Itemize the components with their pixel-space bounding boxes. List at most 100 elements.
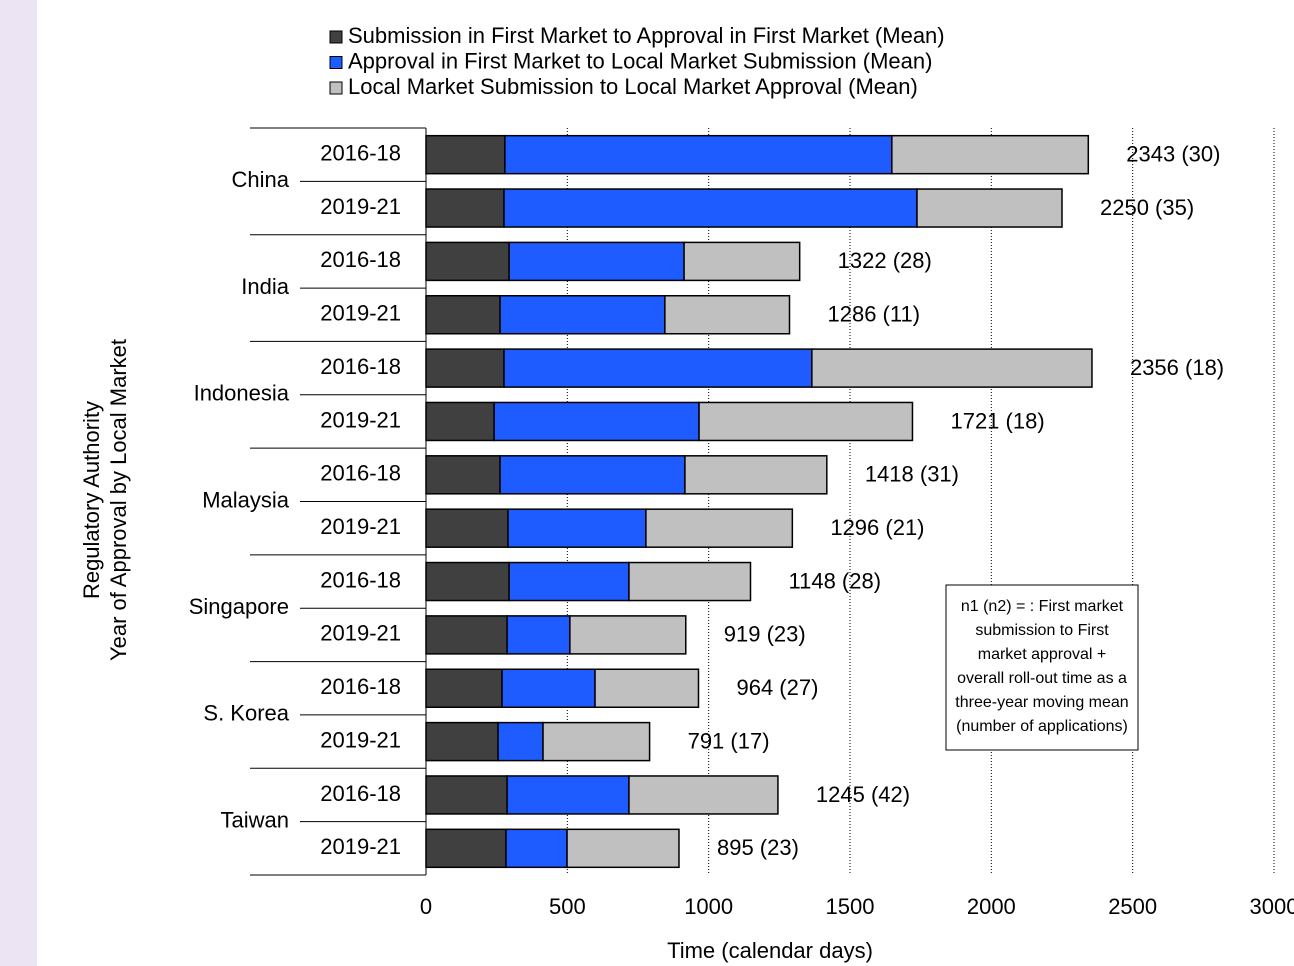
bar-segment [891, 134, 1090, 175]
group-label: India [241, 274, 289, 299]
note-text: (number of applications) [956, 718, 1128, 735]
bar-segment [425, 188, 505, 228]
bar-segment [505, 828, 568, 869]
bar-label: 895 (23) [717, 835, 799, 860]
bar-segment [425, 668, 503, 708]
bar-segment [508, 561, 630, 602]
y-tick-label: 2016-18 [320, 247, 401, 272]
x-axis-label: Time (calendar days) [667, 938, 873, 963]
y-tick-label: 2019-21 [320, 621, 401, 646]
y-tick-label: 2016-18 [320, 567, 401, 592]
y-tick-label: 2019-21 [320, 514, 401, 539]
bar-label: 1148 (28) [789, 568, 882, 593]
x-tick-label: 2000 [967, 894, 1016, 919]
y-tick-label: 2016-18 [320, 354, 401, 379]
bar-segment [628, 561, 752, 602]
bar-segment [683, 241, 801, 282]
bar-segment [425, 721, 499, 762]
y-axis-label: Year of Approval by Local Market [106, 339, 131, 661]
y-tick-label: 2019-21 [320, 407, 401, 432]
note-text: overall roll-out time as a [957, 670, 1127, 687]
group-label: Taiwan [221, 807, 289, 832]
y-tick-label: 2016-18 [320, 461, 401, 486]
x-tick-label: 2500 [1108, 894, 1157, 919]
bar-segment [542, 721, 651, 762]
bar-label: 1245 (42) [816, 782, 910, 807]
legend-label: Approval in First Market to Local Market… [348, 48, 932, 73]
bar-segment [425, 775, 508, 815]
group-label: Indonesia [194, 381, 290, 406]
bar-segment [425, 561, 510, 602]
note-text: market approval + [978, 646, 1107, 663]
bar-segment [506, 615, 571, 655]
bar-label: 1322 (28) [838, 248, 932, 273]
bar-segment [569, 615, 687, 655]
bar-segment [594, 668, 700, 708]
bar-segment [425, 828, 507, 869]
bar-segment [425, 401, 495, 442]
bar-segment [503, 188, 918, 228]
bar-segment [497, 721, 544, 762]
bar-segment [425, 455, 501, 495]
bar-label: 791 (17) [688, 728, 770, 753]
bar-segment [811, 348, 1093, 388]
legend-swatch [329, 30, 343, 44]
bar-segment [506, 775, 630, 815]
bar-segment [503, 348, 813, 388]
y-tick-label: 2019-21 [320, 301, 401, 326]
bar-segment [566, 828, 680, 869]
legend-label: Submission in First Market to Approval i… [348, 23, 945, 48]
y-tick-label: 2019-21 [320, 834, 401, 859]
y-axis-label: Regulatory Authority [79, 401, 104, 599]
bar-segment [684, 455, 828, 495]
bar-segment [425, 615, 508, 655]
bar-segment [499, 455, 686, 495]
bar-segment [425, 348, 505, 388]
x-tick-label: 500 [549, 894, 586, 919]
bar-segment [493, 401, 700, 442]
note-text: submission to First [975, 622, 1109, 639]
bar-label: 1721 (18) [950, 408, 1044, 433]
y-tick-label: 2016-18 [320, 781, 401, 806]
x-tick-label: 3000 [1250, 894, 1294, 919]
y-tick-label: 2016-18 [320, 140, 401, 165]
legend-swatch [329, 81, 343, 95]
bar-segment [507, 508, 647, 548]
bar-segment [425, 241, 510, 282]
bar-label: 1418 (31) [865, 462, 959, 487]
bar-label: 2250 (35) [1100, 195, 1194, 220]
group-label: S. Korea [203, 701, 289, 726]
bar-label: 2356 (18) [1130, 355, 1224, 380]
bar-segment [425, 508, 509, 548]
bar-segment [645, 508, 794, 548]
x-tick-label: 1000 [684, 894, 733, 919]
side-strip [0, 0, 37, 966]
bar-label: 964 (27) [736, 675, 818, 700]
bar-segment [425, 134, 506, 175]
group-label: Singapore [189, 594, 289, 619]
bar-segment [628, 775, 779, 815]
y-tick-label: 2019-21 [320, 727, 401, 752]
bar-label: 1296 (21) [830, 515, 924, 540]
bar-label: 1286 (11) [828, 302, 921, 327]
note-text: n1 (n2) = : First market [961, 598, 1124, 615]
bar-segment [698, 401, 914, 442]
note-box [945, 584, 1139, 751]
group-label: China [232, 167, 290, 192]
bar-label: 919 (23) [724, 622, 806, 647]
group-label: Malaysia [202, 487, 290, 512]
y-tick-label: 2016-18 [320, 674, 401, 699]
bar-segment [501, 668, 596, 708]
bar-label: 2343 (30) [1126, 141, 1220, 166]
bar-segment [916, 188, 1063, 228]
bar-segment [504, 134, 893, 175]
legend-swatch [329, 56, 343, 69]
bar-segment [425, 295, 501, 335]
legend-label: Local Market Submission to Local Market … [348, 74, 918, 99]
x-tick-label: 1500 [826, 894, 875, 919]
y-tick-label: 2019-21 [320, 194, 401, 219]
bar-segment [508, 241, 685, 282]
bar-segment [499, 295, 666, 335]
note-text: three-year moving mean [955, 694, 1128, 711]
